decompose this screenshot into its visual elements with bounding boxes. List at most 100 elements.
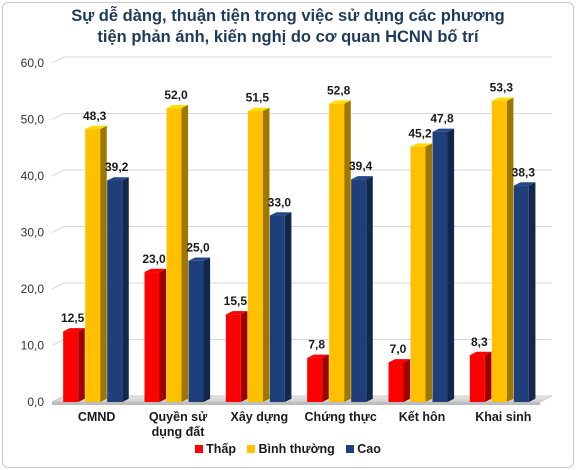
chart-legend: Thấp Bình thường Cao bbox=[0, 442, 576, 456]
bar-side bbox=[100, 125, 107, 403]
bar bbox=[166, 104, 189, 403]
data-label: 15,5 bbox=[224, 294, 248, 308]
bar-top bbox=[107, 177, 129, 181]
y-tick-label: 50,0 bbox=[21, 113, 45, 127]
bar bbox=[329, 100, 351, 403]
data-label: 25,0 bbox=[186, 240, 210, 254]
bar bbox=[307, 354, 329, 402]
bar bbox=[491, 97, 514, 403]
bar-top bbox=[432, 128, 455, 132]
y-tick-label: 10,0 bbox=[21, 339, 45, 353]
data-label: 39,2 bbox=[105, 160, 129, 174]
data-label: 7,8 bbox=[308, 338, 325, 352]
x-tick-label: Chứng thực bbox=[305, 410, 377, 424]
bar bbox=[63, 328, 85, 402]
bar-top bbox=[63, 328, 85, 332]
y-tick-label: 0,0 bbox=[27, 395, 44, 409]
legend-label-binh-thuong: Bình thường bbox=[258, 442, 335, 456]
bar-front bbox=[469, 355, 485, 402]
bar-side bbox=[122, 177, 129, 402]
chart-title-line-1: Sự dễ dàng, thuận tiện trong việc sử dụn… bbox=[71, 7, 505, 25]
data-label: 47,8 bbox=[430, 112, 454, 126]
bar-front bbox=[432, 131, 448, 402]
x-tick-label: Khai sinh bbox=[475, 410, 531, 424]
grid-diagonal bbox=[51, 226, 65, 233]
grid-diagonal bbox=[51, 56, 65, 64]
bar bbox=[225, 311, 248, 402]
bar-side bbox=[484, 351, 492, 402]
data-label: 39,4 bbox=[349, 159, 373, 173]
data-label: 45,2 bbox=[408, 126, 432, 140]
bar-top bbox=[491, 97, 514, 101]
chart-title-line-2: tiện phản ánh, kiến nghị do cơ quan HCNN… bbox=[97, 28, 479, 46]
bar-front bbox=[225, 314, 241, 402]
grid-diagonal bbox=[51, 339, 65, 346]
grid-diagonal bbox=[51, 169, 65, 177]
bar-side bbox=[403, 359, 411, 402]
bar-top bbox=[307, 354, 329, 358]
bar bbox=[513, 182, 536, 402]
bar-side bbox=[240, 311, 248, 402]
data-label: 52,0 bbox=[164, 88, 188, 102]
bar bbox=[107, 177, 129, 402]
bar bbox=[432, 128, 455, 402]
bar bbox=[351, 176, 373, 402]
bar-front bbox=[85, 129, 101, 403]
data-label: 23,0 bbox=[142, 252, 166, 266]
x-tick-label: dụng đất bbox=[152, 425, 206, 439]
bar bbox=[247, 107, 270, 403]
bar bbox=[410, 143, 433, 402]
bar-top bbox=[166, 104, 189, 109]
legend-swatch-thap bbox=[195, 445, 204, 453]
bar-top bbox=[85, 125, 107, 130]
chart-title: Sự dễ dàng, thuận tiện trong việc sử dụn… bbox=[0, 6, 576, 48]
bar-side bbox=[159, 268, 167, 402]
bar-top bbox=[329, 100, 351, 104]
data-label: 48,3 bbox=[83, 109, 107, 123]
x-tick-label: Xây dựng bbox=[230, 410, 288, 424]
legend-item-binh-thuong: Bình thường bbox=[247, 442, 335, 456]
legend-item-thap: Thấp bbox=[195, 442, 236, 456]
bar-side bbox=[344, 100, 351, 402]
bar-front bbox=[491, 100, 507, 402]
bar-front bbox=[388, 362, 404, 402]
y-tick-label: 30,0 bbox=[21, 226, 45, 240]
x-tick-label: CMND bbox=[78, 410, 116, 424]
bar-front bbox=[307, 357, 323, 402]
bar-side bbox=[506, 97, 514, 403]
x-tick-label: Quyền sử bbox=[149, 410, 208, 424]
legend-item-cao: Cao bbox=[346, 442, 381, 456]
bar-top bbox=[247, 107, 270, 112]
bar-front bbox=[166, 108, 182, 402]
bar-top bbox=[188, 257, 211, 261]
bar-top bbox=[225, 311, 248, 315]
data-label: 12,5 bbox=[61, 311, 85, 325]
bar-top bbox=[269, 212, 292, 216]
bar-front bbox=[107, 180, 123, 402]
bar-top bbox=[469, 351, 492, 356]
bar-front bbox=[269, 215, 285, 402]
grid-diagonal bbox=[51, 113, 65, 120]
bar bbox=[85, 125, 107, 403]
x-tick-label: Kết hôn bbox=[399, 410, 446, 424]
bar-front bbox=[351, 179, 367, 402]
bar-side bbox=[262, 107, 270, 402]
data-label: 53,3 bbox=[490, 81, 514, 95]
y-tick-label: 20,0 bbox=[21, 282, 45, 296]
bar-side bbox=[322, 354, 329, 402]
bar-front bbox=[329, 103, 345, 403]
bar-front bbox=[63, 331, 79, 402]
bar-side bbox=[284, 212, 292, 402]
bar-side bbox=[203, 257, 211, 402]
bar bbox=[188, 257, 211, 402]
bar bbox=[269, 212, 292, 402]
bar-front bbox=[188, 260, 204, 402]
legend-swatch-cao bbox=[346, 445, 355, 453]
y-tick-label: 60,0 bbox=[21, 56, 45, 70]
data-label: 33,0 bbox=[268, 195, 292, 209]
legend-swatch-binh-thuong bbox=[247, 445, 256, 453]
bar-front bbox=[247, 111, 263, 403]
data-label: 8,3 bbox=[471, 335, 488, 349]
data-label: 7,0 bbox=[390, 342, 407, 356]
